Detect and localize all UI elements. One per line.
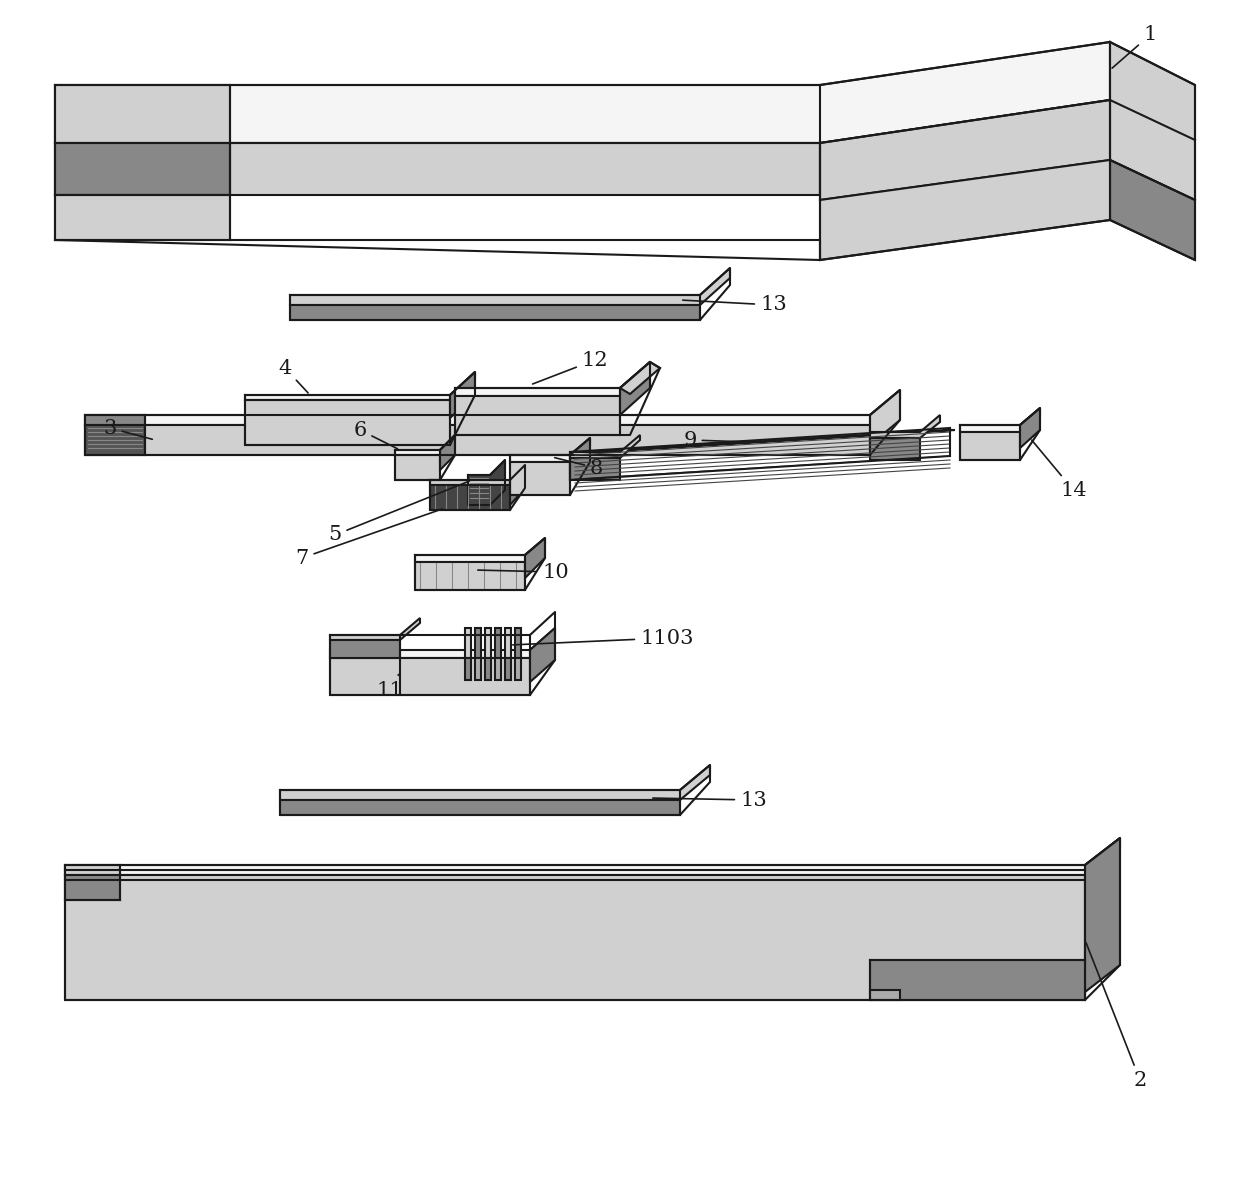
Polygon shape bbox=[575, 429, 955, 453]
Polygon shape bbox=[820, 160, 1110, 260]
Text: 3: 3 bbox=[103, 419, 153, 439]
Polygon shape bbox=[870, 415, 940, 438]
Polygon shape bbox=[505, 628, 511, 659]
Polygon shape bbox=[570, 438, 590, 478]
Polygon shape bbox=[870, 990, 900, 1000]
Polygon shape bbox=[64, 874, 1085, 1000]
Polygon shape bbox=[870, 960, 1085, 1000]
Polygon shape bbox=[86, 425, 145, 455]
Text: 14: 14 bbox=[1032, 440, 1086, 500]
Polygon shape bbox=[510, 438, 590, 462]
Polygon shape bbox=[505, 659, 511, 680]
Polygon shape bbox=[870, 438, 920, 460]
Polygon shape bbox=[55, 143, 229, 194]
Polygon shape bbox=[455, 396, 620, 435]
Polygon shape bbox=[1110, 42, 1195, 200]
Text: 5: 5 bbox=[329, 481, 470, 544]
Polygon shape bbox=[330, 659, 529, 696]
Polygon shape bbox=[64, 874, 120, 900]
Polygon shape bbox=[510, 462, 570, 495]
Polygon shape bbox=[415, 538, 546, 562]
Polygon shape bbox=[1021, 408, 1040, 449]
Polygon shape bbox=[55, 143, 820, 194]
Text: 12: 12 bbox=[533, 351, 609, 384]
Polygon shape bbox=[525, 538, 546, 577]
Polygon shape bbox=[246, 372, 475, 400]
Polygon shape bbox=[415, 562, 525, 591]
Polygon shape bbox=[55, 42, 1110, 143]
Polygon shape bbox=[55, 85, 229, 143]
Polygon shape bbox=[510, 465, 525, 505]
Polygon shape bbox=[330, 639, 401, 659]
Polygon shape bbox=[290, 305, 701, 320]
Polygon shape bbox=[465, 659, 471, 680]
Polygon shape bbox=[870, 390, 900, 445]
Polygon shape bbox=[455, 361, 650, 396]
Text: 13: 13 bbox=[683, 296, 786, 315]
Text: 1: 1 bbox=[1112, 25, 1157, 68]
Polygon shape bbox=[529, 628, 556, 682]
Polygon shape bbox=[330, 618, 420, 639]
Polygon shape bbox=[620, 361, 650, 415]
Polygon shape bbox=[280, 801, 680, 815]
Polygon shape bbox=[86, 390, 900, 425]
Polygon shape bbox=[515, 628, 521, 659]
Text: 13: 13 bbox=[652, 791, 766, 810]
Text: 4: 4 bbox=[278, 359, 308, 392]
Polygon shape bbox=[467, 460, 505, 505]
Polygon shape bbox=[620, 361, 660, 394]
Polygon shape bbox=[86, 415, 145, 425]
Polygon shape bbox=[396, 435, 455, 455]
Text: 10: 10 bbox=[477, 563, 569, 581]
Polygon shape bbox=[290, 268, 730, 305]
Polygon shape bbox=[330, 628, 556, 659]
Polygon shape bbox=[570, 435, 640, 458]
Polygon shape bbox=[1085, 837, 1120, 993]
Polygon shape bbox=[396, 455, 440, 480]
Polygon shape bbox=[86, 425, 870, 455]
Text: 2: 2 bbox=[1086, 942, 1147, 1089]
Polygon shape bbox=[570, 458, 620, 480]
Polygon shape bbox=[495, 659, 501, 680]
Polygon shape bbox=[485, 628, 491, 659]
Polygon shape bbox=[246, 400, 450, 445]
Polygon shape bbox=[64, 865, 120, 874]
Text: 1103: 1103 bbox=[513, 629, 693, 648]
Polygon shape bbox=[430, 486, 510, 509]
Text: 8: 8 bbox=[554, 458, 603, 477]
Polygon shape bbox=[820, 100, 1110, 200]
Polygon shape bbox=[440, 435, 455, 470]
Text: 7: 7 bbox=[295, 509, 443, 568]
Polygon shape bbox=[960, 432, 1021, 460]
Polygon shape bbox=[960, 408, 1040, 432]
Text: 9: 9 bbox=[683, 431, 748, 450]
Polygon shape bbox=[55, 194, 229, 240]
Polygon shape bbox=[280, 765, 711, 801]
Polygon shape bbox=[465, 628, 471, 659]
Polygon shape bbox=[475, 628, 481, 659]
Polygon shape bbox=[485, 659, 491, 680]
Text: 6: 6 bbox=[353, 420, 398, 449]
Text: 11: 11 bbox=[377, 674, 403, 699]
Polygon shape bbox=[450, 372, 475, 418]
Polygon shape bbox=[64, 837, 1120, 874]
Polygon shape bbox=[430, 465, 525, 486]
Polygon shape bbox=[495, 628, 501, 659]
Polygon shape bbox=[515, 659, 521, 680]
Polygon shape bbox=[1110, 160, 1195, 260]
Polygon shape bbox=[475, 659, 481, 680]
